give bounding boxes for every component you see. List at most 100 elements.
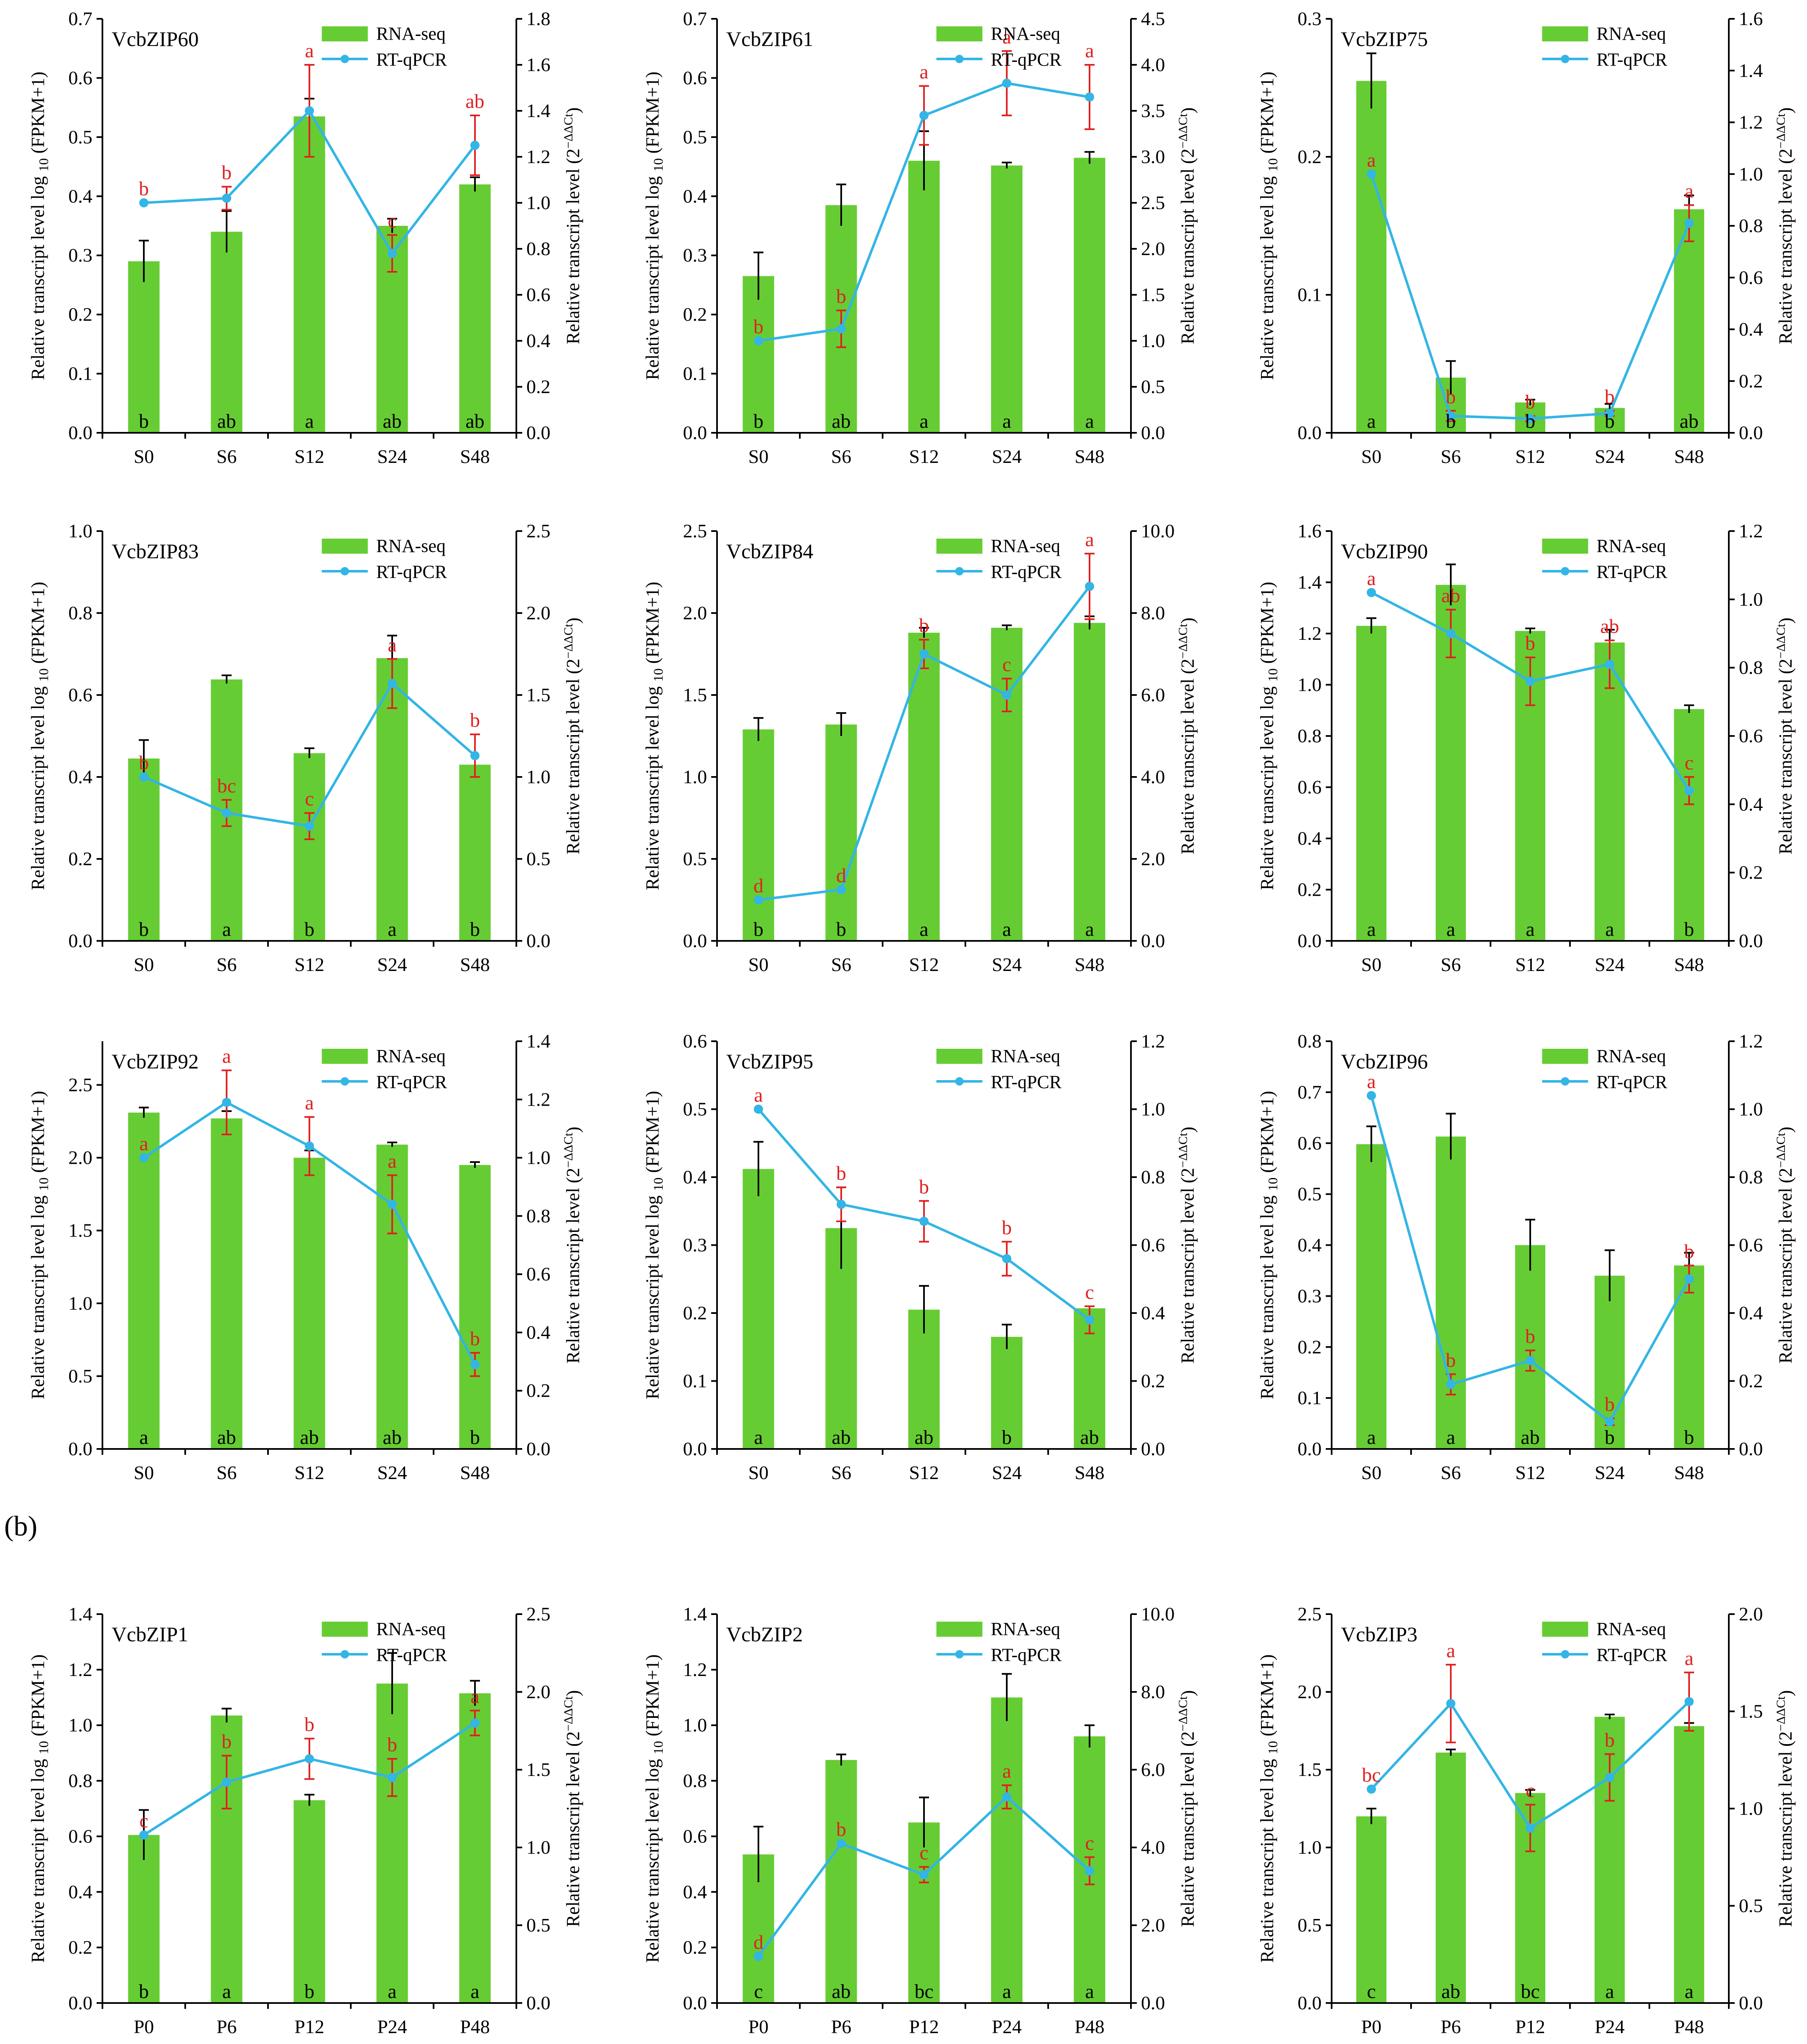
right-tick-label: 3.5 — [1141, 100, 1165, 121]
rnaseq-letter: ab — [383, 410, 401, 432]
left-axis-title: Relative transcript level log 10 (FPKM+1… — [28, 1091, 51, 1399]
left-axis-title: Relative transcript level log 10 (FPKM+1… — [642, 72, 666, 380]
legend-line-label: RT-qPCR — [1597, 1072, 1668, 1092]
legend-bar-label: RNA-seq — [991, 536, 1060, 556]
rnaseq-bar — [128, 758, 160, 941]
left-tick-label: 0.5 — [683, 848, 707, 869]
right-tick-label: 1.6 — [1739, 8, 1763, 29]
left-tick-label: 0.7 — [1298, 1081, 1322, 1103]
left-tick-label: 0.3 — [1298, 8, 1322, 29]
left-tick-label: 2.5 — [69, 1074, 93, 1095]
right-tick-label: 1.0 — [526, 192, 551, 213]
qpcr-point — [388, 679, 397, 688]
left-tick-label: 0.4 — [69, 766, 93, 787]
legend-bar-swatch — [1542, 539, 1588, 554]
qpcr-point — [470, 751, 480, 761]
left-tick-label: 0.5 — [1298, 1914, 1322, 1936]
x-tick-label: P6 — [831, 2016, 852, 2037]
x-tick-label: S12 — [909, 1462, 939, 1483]
qpcr-letter: c — [1684, 752, 1693, 774]
right-tick-label: 0.2 — [1739, 862, 1763, 883]
x-tick-label: S6 — [217, 1462, 237, 1483]
left-tick-label: 0.6 — [683, 67, 707, 88]
rnaseq-bar — [1074, 158, 1105, 433]
left-tick-label: 0.2 — [1298, 146, 1322, 167]
left-tick-label: 0.4 — [69, 1881, 93, 1902]
right-tick-label: 4.0 — [1141, 1837, 1165, 1858]
left-tick-label: 0.6 — [1298, 777, 1322, 798]
legend-bar-label: RNA-seq — [991, 1619, 1060, 1639]
legend-bar-label: RNA-seq — [376, 23, 446, 44]
right-tick-label: 0.2 — [1739, 370, 1763, 391]
x-tick-label: S0 — [748, 446, 769, 467]
legend-bar-label: RNA-seq — [991, 1046, 1060, 1066]
left-tick-label: 1.5 — [69, 1220, 93, 1241]
right-axis-title: Relative transcript level (2−ΔΔCt) — [1774, 1690, 1796, 1927]
left-tick-label: 0.0 — [69, 930, 93, 951]
rnaseq-bar — [991, 1336, 1023, 1449]
qpcr-letter: b — [1525, 632, 1535, 654]
left-tick-label: 1.2 — [69, 1659, 93, 1680]
chart-title: VcbZIP75 — [1341, 27, 1428, 51]
left-tick-label: 1.0 — [683, 766, 707, 787]
qpcr-point — [919, 1216, 929, 1226]
legend-line-marker — [955, 567, 964, 575]
qpcr-letter: b — [1605, 1393, 1615, 1415]
left-tick-label: 0.8 — [69, 602, 93, 623]
qpcr-point — [470, 1718, 480, 1728]
qpcr-point — [470, 141, 480, 150]
qpcr-point — [837, 1839, 846, 1848]
x-tick-label: S6 — [831, 954, 852, 975]
legend-bar-swatch — [322, 539, 368, 554]
rnaseq-letter: a — [1367, 1426, 1376, 1449]
left-tick-label: 0.5 — [683, 1099, 707, 1120]
rnaseq-letter: b — [304, 918, 314, 940]
x-tick-label: S0 — [1361, 954, 1382, 975]
qpcr-letter: a — [305, 40, 314, 62]
right-tick-label: 0.0 — [1141, 930, 1165, 951]
rnaseq-letter: b — [304, 1980, 314, 2003]
right-tick-label: 2.0 — [1739, 1603, 1763, 1625]
left-tick-label: 0.6 — [69, 67, 93, 88]
rnaseq-letter: b — [470, 918, 480, 940]
right-tick-label: 2.5 — [526, 1603, 551, 1625]
right-tick-label: 2.0 — [1141, 1914, 1165, 1936]
qpcr-point — [1684, 218, 1694, 228]
x-tick-label: S6 — [831, 1462, 852, 1483]
qpcr-letter: b — [1446, 386, 1456, 408]
rnaseq-letter: ab — [832, 1426, 850, 1449]
chart-title: VcbZIP90 — [1341, 539, 1428, 563]
x-tick-label: P48 — [460, 2016, 490, 2037]
legend-bar-label: RNA-seq — [1597, 1619, 1666, 1639]
right-tick-label: 1.0 — [526, 766, 551, 787]
right-tick-label: 1.5 — [1141, 284, 1165, 305]
rnaseq-letter: a — [139, 1426, 148, 1449]
qpcr-letter: a — [139, 1133, 148, 1155]
x-tick-label: P0 — [1361, 2016, 1382, 2037]
x-tick-label: S12 — [1515, 1462, 1545, 1483]
left-tick-label: 0.4 — [69, 185, 93, 207]
left-tick-label: 2.5 — [1298, 1603, 1322, 1625]
right-tick-label: 1.4 — [526, 100, 551, 121]
rnaseq-bar — [376, 1684, 408, 2003]
right-tick-label: 0.2 — [1739, 1370, 1763, 1392]
right-tick-label: 0.0 — [1739, 1438, 1763, 1459]
qpcr-point — [1085, 582, 1094, 591]
left-tick-label: 0.8 — [683, 1770, 707, 1791]
rnaseq-bar — [211, 1118, 242, 1449]
right-tick-label: 2.0 — [1141, 238, 1165, 259]
qpcr-point — [1446, 1380, 1455, 1389]
right-tick-label: 0.0 — [1739, 930, 1763, 951]
legend-line-marker — [1561, 567, 1570, 575]
left-axis-title: Relative transcript level log 10 (FPKM+1… — [28, 582, 51, 890]
chart-panel-vcbzip96: a a ab b babbbb0.00.10.20.30.40.50.60.70.80.… — [1257, 1030, 1796, 1483]
qpcr-point — [919, 649, 929, 659]
right-tick-label: 1.5 — [526, 1759, 551, 1780]
rnaseq-bar — [211, 232, 242, 433]
qpcr-point — [1446, 629, 1455, 638]
qpcr-letter: a — [919, 61, 928, 83]
x-tick-label: S24 — [1595, 1462, 1625, 1483]
x-tick-label: S48 — [1075, 1462, 1105, 1483]
left-tick-label: 0.2 — [69, 1937, 93, 1958]
left-tick-label: 1.0 — [683, 1714, 707, 1736]
